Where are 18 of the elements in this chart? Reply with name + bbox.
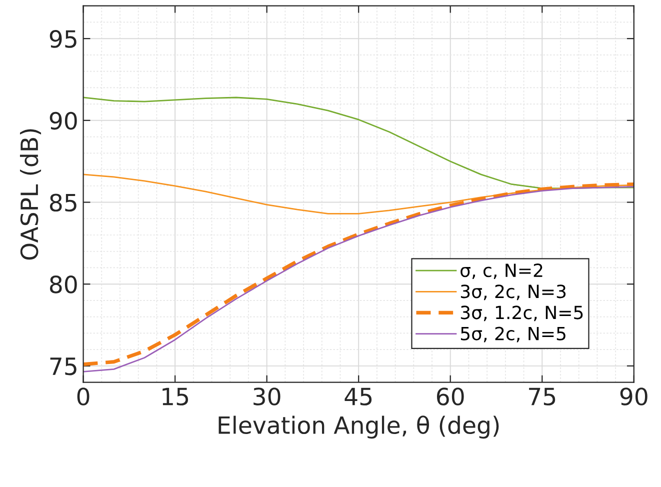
y-tick-label: 75 — [50, 358, 76, 376]
x-tick-label: 75 — [529, 388, 556, 406]
x-tick-label: 60 — [436, 388, 464, 406]
legend-label: σ, c, N=2 — [460, 263, 542, 279]
y-tick-label: 80 — [50, 276, 77, 294]
x-tick-label: 15 — [162, 388, 188, 406]
y-tick-label: 95 — [50, 30, 76, 48]
legend-label: 3σ, 2c, N=3 — [460, 284, 566, 300]
x-tick-label: 0 — [77, 388, 90, 406]
x-tick-label: 45 — [344, 388, 372, 406]
y-tick-label: 85 — [50, 194, 76, 212]
x-axis-title: Elevation Angle, θ (deg) — [218, 416, 499, 439]
legend-label: 3σ, 1.2c, N=5 — [460, 306, 583, 322]
legend-label: 5σ, 2c, N=5 — [460, 326, 566, 342]
x-tick-label: 90 — [620, 388, 648, 406]
y-tick-label: 90 — [50, 112, 77, 130]
y-axis-title: OASPL (dB) — [20, 129, 42, 260]
x-tick-label: 30 — [254, 388, 280, 406]
